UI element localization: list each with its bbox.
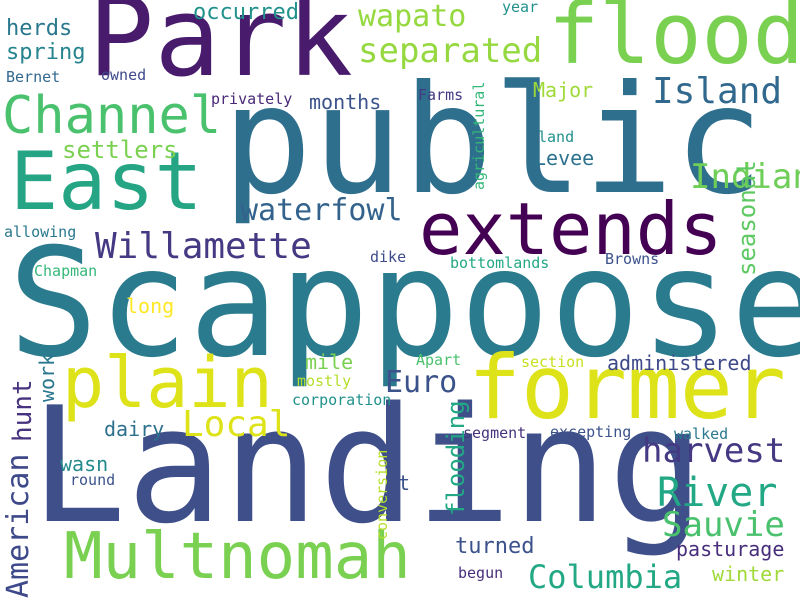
word-river: River bbox=[657, 470, 778, 516]
word-section: section bbox=[521, 353, 585, 371]
word-t: t bbox=[398, 471, 411, 495]
word-multnomah: Multnomah bbox=[64, 520, 411, 594]
word-year: year bbox=[502, 0, 539, 16]
word-columbia: Columbia bbox=[528, 558, 683, 596]
word-seasonal: seasonal bbox=[733, 160, 761, 276]
word-wasn: wasn bbox=[60, 452, 109, 476]
word-bernet: Bernet bbox=[6, 68, 61, 86]
word-mile: mile bbox=[305, 350, 354, 374]
word-island: Island bbox=[652, 71, 783, 112]
word-apart: Apart bbox=[416, 351, 462, 369]
word-chapman: Chapman bbox=[34, 262, 98, 280]
word-waterfowl: waterfowl bbox=[240, 193, 403, 228]
word-levee: Levee bbox=[534, 146, 595, 170]
word-occurred: occurred bbox=[193, 0, 299, 25]
word-mostly: mostly bbox=[297, 372, 352, 390]
word-scappoose: Scappoose bbox=[8, 217, 800, 391]
word-indians: Indians bbox=[690, 157, 800, 197]
word-long: long bbox=[126, 294, 175, 318]
word-settlers: settlers bbox=[62, 136, 178, 164]
word-owned: owned bbox=[101, 66, 147, 84]
word-work: work bbox=[35, 353, 59, 402]
word-park: Park bbox=[88, 0, 353, 101]
word-agricultural: agricultural bbox=[470, 81, 488, 190]
word-walked: walked bbox=[674, 425, 729, 443]
word-sauvie: Sauvie bbox=[662, 505, 785, 545]
word-browns: Browns bbox=[605, 250, 660, 268]
word-american: American bbox=[1, 453, 36, 599]
word-farms: Farms bbox=[418, 86, 464, 104]
word-flooding: flooding bbox=[442, 400, 470, 516]
word-major: Major bbox=[533, 78, 594, 102]
word-winter: winter bbox=[712, 562, 785, 586]
word-herds: herds bbox=[6, 16, 73, 41]
word-round: round bbox=[70, 471, 116, 489]
word-local: Local bbox=[182, 404, 291, 445]
word-turned: turned bbox=[455, 534, 535, 559]
word-wapato: wapato bbox=[358, 0, 467, 34]
word-allowing: allowing bbox=[4, 223, 77, 241]
word-landing: Landing bbox=[30, 372, 705, 559]
word-begun: begun bbox=[458, 564, 504, 582]
word-separated: separated bbox=[358, 31, 543, 71]
word-harvest: harvest bbox=[642, 431, 786, 471]
word-extends: extends bbox=[419, 187, 723, 271]
word-public: public bbox=[222, 54, 764, 228]
word-willamette: Willamette bbox=[95, 226, 312, 267]
word-months: months bbox=[309, 90, 382, 114]
word-segment: segment bbox=[463, 424, 527, 442]
word-bottomlands: bottomlands bbox=[450, 254, 550, 272]
word-euro: Euro bbox=[385, 365, 458, 400]
word-corporation: corporation bbox=[292, 391, 392, 409]
word-privately: privately bbox=[211, 90, 293, 108]
word-flood: flood bbox=[548, 0, 800, 84]
word-administered: administered bbox=[607, 351, 752, 375]
word-dairy: dairy bbox=[104, 417, 165, 441]
word-former: former bbox=[468, 336, 786, 439]
word-pasturage: pasturage bbox=[676, 537, 785, 561]
word-dike: dike bbox=[370, 248, 407, 266]
word-channel: Channel bbox=[2, 86, 222, 146]
word-excepting: excepting bbox=[550, 423, 632, 441]
word-spring: spring bbox=[6, 40, 86, 65]
word-conversion: conversion bbox=[373, 449, 391, 540]
word-hunt: hunt bbox=[8, 379, 38, 442]
word-east: East bbox=[10, 135, 203, 228]
word-land: land bbox=[538, 128, 575, 146]
word-plain: plain bbox=[62, 342, 273, 424]
